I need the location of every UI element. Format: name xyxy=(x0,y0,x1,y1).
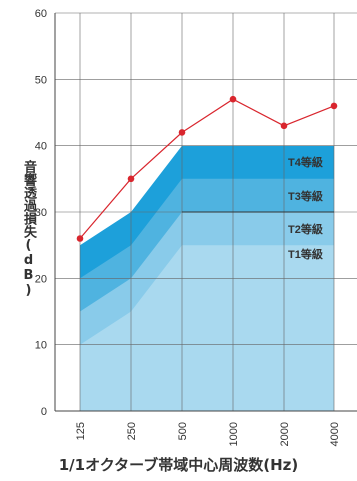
x-tick-label: 1000 xyxy=(228,422,240,446)
x-axis-title: 1/1オクターブ帯域中心周波数(Hz) xyxy=(58,456,299,474)
series-line xyxy=(79,98,335,239)
x-tick-label: 250 xyxy=(126,422,138,440)
x-tick-label: 2000 xyxy=(279,422,291,446)
grade-band-1 xyxy=(80,245,334,411)
series-point xyxy=(76,235,84,242)
x-tick-label: 125 xyxy=(75,422,87,440)
grade-label-2: T2等級 xyxy=(288,222,323,236)
grade-label-4: T4等級 xyxy=(288,155,323,169)
y-axis-title: 音響透過損失(dB) xyxy=(21,160,36,298)
grade-label-1: T1等級 xyxy=(288,247,323,261)
x-tick-label: 4000 xyxy=(329,422,341,446)
series-point xyxy=(178,129,186,136)
y-tick-label: 60 xyxy=(35,8,47,20)
series-point xyxy=(330,102,338,110)
y-tick-label: 10 xyxy=(35,340,47,352)
x-tick-label: 500 xyxy=(177,422,189,440)
series-point xyxy=(127,175,135,183)
series-point xyxy=(229,95,237,103)
grade-label-3: T3等級 xyxy=(288,189,323,203)
y-tick-label: 50 xyxy=(35,74,47,86)
y-tick-label: 40 xyxy=(35,141,47,153)
y-tick-label: 30 xyxy=(35,207,47,219)
y-tick-label: 0 xyxy=(41,406,47,418)
series-point xyxy=(280,122,288,130)
y-tick-label: 20 xyxy=(35,273,47,285)
